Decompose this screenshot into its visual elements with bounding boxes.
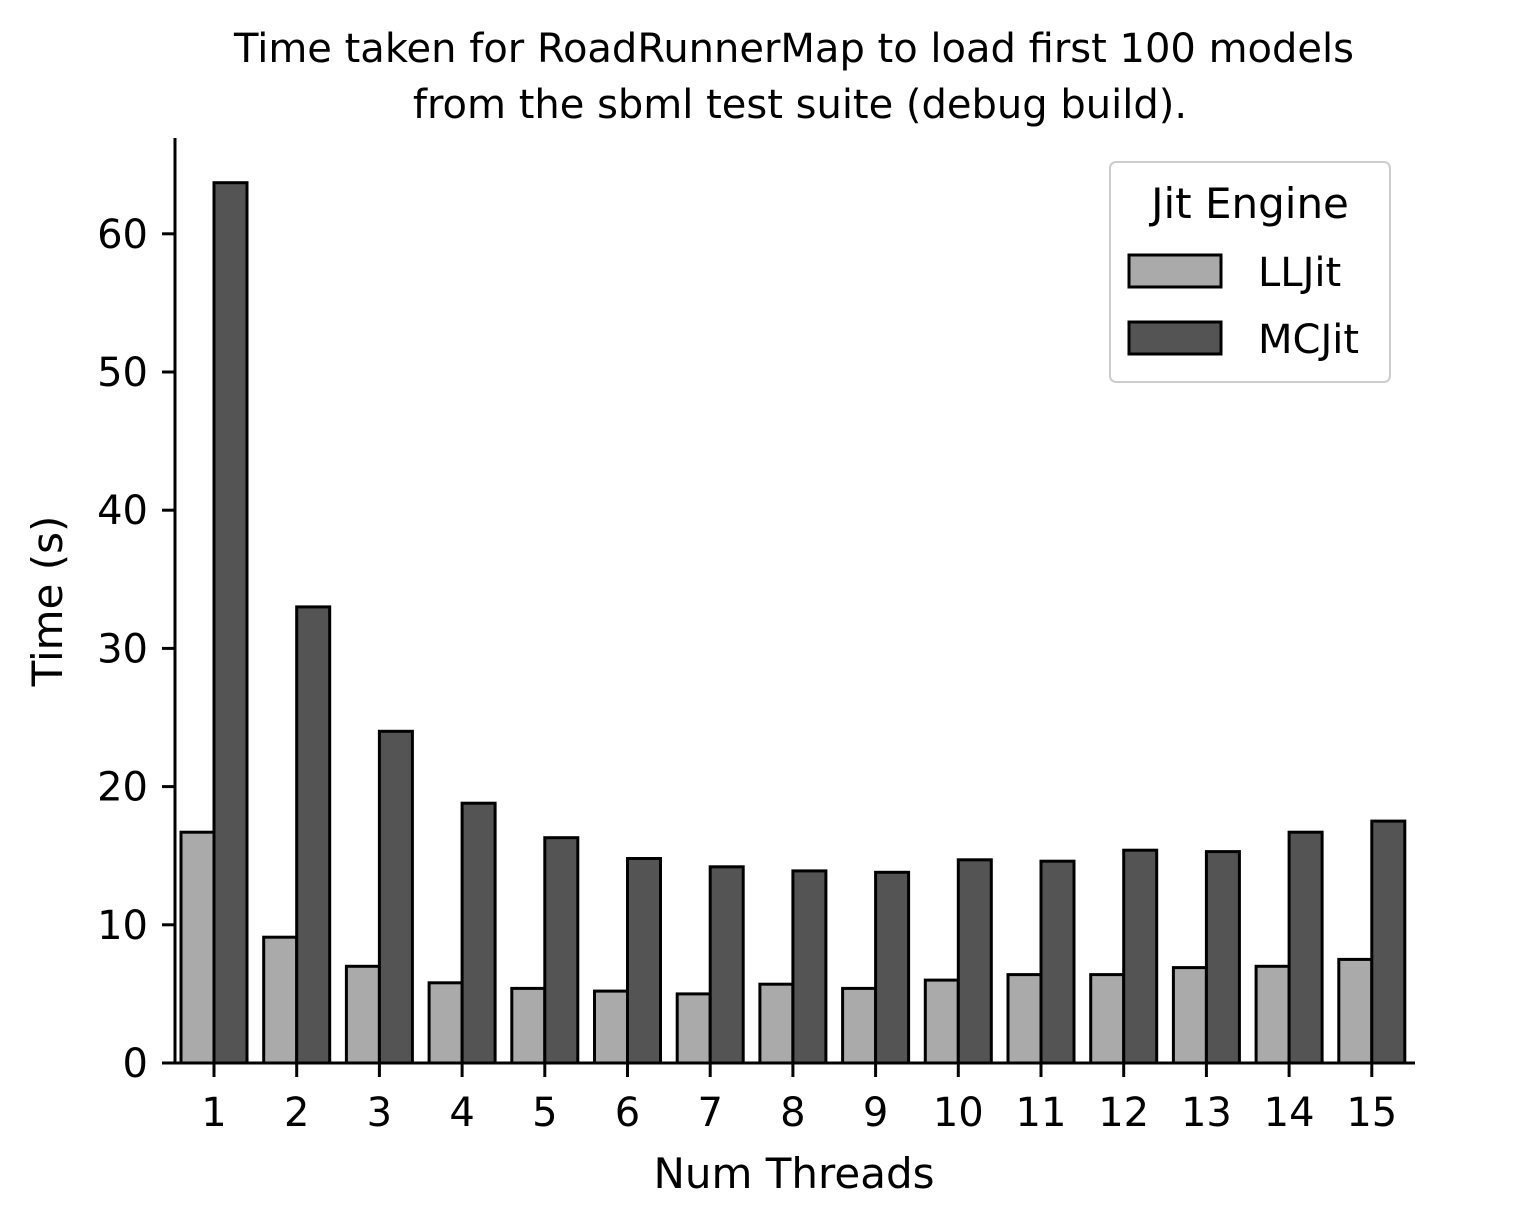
x-tick-label: 13	[1181, 1090, 1232, 1136]
bar-lljit-1	[179, 830, 216, 1065]
bar-lljit-3	[344, 964, 381, 1065]
bar-mcjit-9	[874, 870, 911, 1065]
x-tick-label: 15	[1346, 1090, 1397, 1136]
y-tick-label: 0	[123, 1041, 148, 1087]
legend-swatch-mcjit	[1127, 320, 1223, 356]
bar-lljit-9	[841, 986, 878, 1065]
y-tick-label: 10	[97, 903, 148, 949]
y-tick-label: 20	[97, 765, 148, 811]
x-axis-label: Num Threads	[653, 1149, 934, 1198]
bar-mcjit-10	[956, 858, 993, 1065]
bar-mcjit-5	[543, 836, 580, 1065]
x-tick-label: 8	[780, 1090, 805, 1136]
bar-lljit-10	[923, 978, 960, 1065]
bar-lljit-13	[1171, 966, 1208, 1065]
bar-lljit-4	[427, 981, 464, 1065]
chart-title: Time taken for RoadRunnerMap to load fir…	[233, 26, 1354, 72]
y-tick-label: 60	[97, 212, 148, 258]
bar-mcjit-1	[212, 181, 249, 1065]
bar-mcjit-7	[708, 865, 745, 1065]
bar-mcjit-12	[1122, 848, 1159, 1065]
bar-lljit-7	[675, 992, 712, 1065]
x-tick-label: 10	[933, 1090, 984, 1136]
x-tick-label: 1	[201, 1090, 226, 1136]
bar-lljit-14	[1254, 964, 1291, 1065]
bar-lljit-6	[593, 989, 629, 1065]
y-tick-label: 40	[97, 488, 148, 534]
legend-swatch-lljit	[1127, 253, 1223, 289]
bar-lljit-5	[510, 986, 547, 1065]
y-tick-label: 50	[97, 350, 148, 396]
x-ticks-group: 1 2 3 4 5 6 7 8 9 10 11 12 13 14 15	[201, 1063, 1397, 1136]
legend: Jit Engine LLJit MCJit	[1109, 161, 1391, 383]
x-tick-label: 12	[1098, 1090, 1149, 1136]
bar-mcjit-3	[377, 729, 414, 1065]
legend-label-mcjit: MCJit	[1258, 317, 1359, 363]
x-tick-label: 6	[615, 1090, 640, 1136]
y-tick-label: 30	[97, 626, 148, 672]
bar-mcjit-8	[791, 869, 828, 1065]
bar-mcjit-6	[626, 857, 662, 1065]
bar-lljit-15	[1337, 957, 1374, 1065]
bar-mcjit-13	[1204, 850, 1241, 1065]
y-ticks-group: 0 10 20 30 40 50 60	[97, 212, 175, 1087]
x-tick-label: 7	[697, 1090, 722, 1136]
legend-label-lljit: LLJit	[1258, 250, 1341, 296]
x-tick-label: 11	[1016, 1090, 1067, 1136]
x-tick-label: 2	[284, 1090, 309, 1136]
y-axis-label: Time (s)	[23, 516, 72, 688]
bar-mcjit-14	[1287, 830, 1324, 1065]
bars-group	[179, 181, 1407, 1065]
bar-lljit-2	[262, 935, 299, 1065]
x-tick-label: 14	[1264, 1090, 1315, 1136]
bar-lljit-11	[1006, 973, 1043, 1065]
x-tick-label: 4	[449, 1090, 474, 1136]
x-tick-label: 3	[367, 1090, 392, 1136]
bar-mcjit-11	[1039, 859, 1076, 1065]
x-tick-label: 5	[532, 1090, 557, 1136]
bar-lljit-12	[1089, 973, 1126, 1065]
chart-subtitle: from the sbml test suite (debug build).	[413, 82, 1187, 128]
legend-title: Jit Engine	[1148, 179, 1349, 228]
bar-mcjit-4	[460, 801, 497, 1065]
bar-mcjit-15	[1370, 819, 1407, 1065]
bar-lljit-8	[758, 982, 795, 1065]
bar-mcjit-2	[295, 605, 332, 1065]
x-tick-label: 9	[863, 1090, 888, 1136]
